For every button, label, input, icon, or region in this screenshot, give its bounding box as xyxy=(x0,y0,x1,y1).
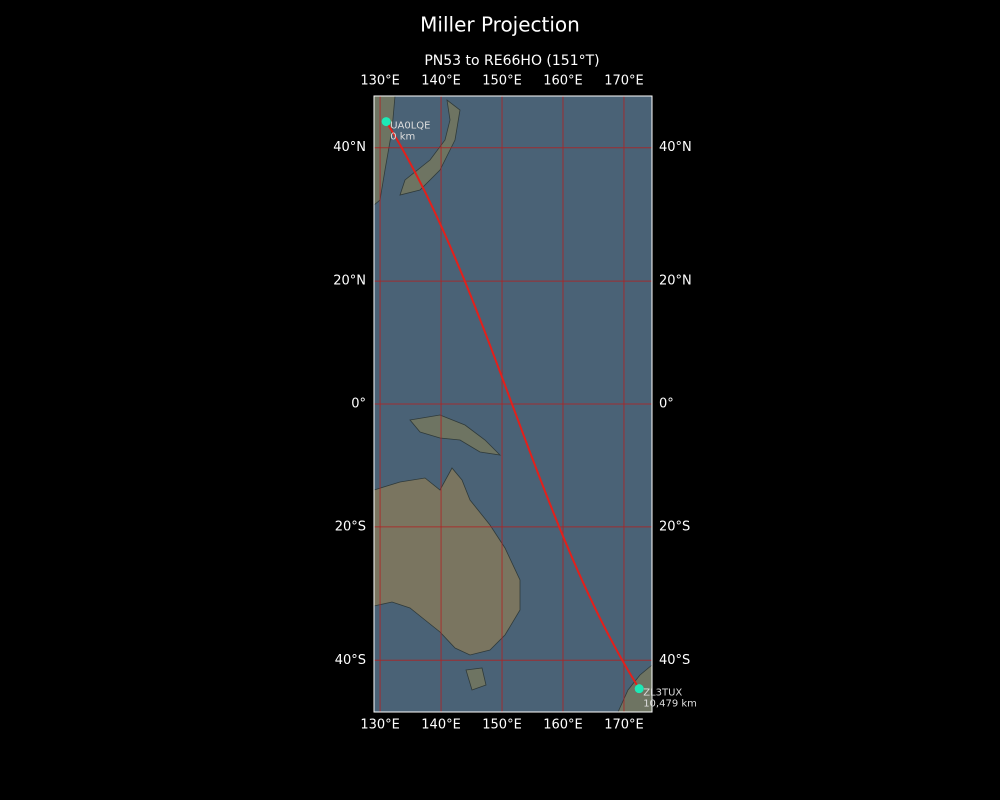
lat-label-right: 20°N xyxy=(659,274,692,289)
lat-label-left: 20°N xyxy=(333,274,366,289)
station-marker xyxy=(634,684,644,694)
tasmania xyxy=(465,667,487,691)
station-distance: 10,479 km xyxy=(643,699,697,710)
land xyxy=(374,96,652,712)
lat-label-left: 40°S xyxy=(335,653,366,668)
station-marker xyxy=(381,117,391,127)
route-layer xyxy=(385,121,641,690)
graticule xyxy=(374,96,652,712)
lat-label-right: 40°N xyxy=(659,140,692,155)
australia xyxy=(374,467,521,656)
station-name: UA0LQE xyxy=(390,121,430,132)
lon-label-top: 170°E xyxy=(604,74,644,89)
lon-label-bottom: 150°E xyxy=(482,718,522,733)
lon-label-bottom: 130°E xyxy=(360,718,400,733)
lat-label-left: 20°S xyxy=(335,519,366,534)
lon-label-top: 160°E xyxy=(543,74,583,89)
lat-label-right: 40°S xyxy=(659,653,690,668)
lat-label-left: 0° xyxy=(351,397,366,412)
new-guinea xyxy=(409,414,502,456)
lat-label-left: 40°N xyxy=(333,140,366,155)
label-layer: 130°E 130°E 140°E 140°E 150°E 150°E 160°E 160°E… xyxy=(333,74,697,733)
lat-label-right: 20°S xyxy=(659,519,690,534)
map-subtitle: PN53 to RE66HO (151°T) xyxy=(424,53,599,69)
lon-label-bottom: 160°E xyxy=(543,718,583,733)
map-frame xyxy=(373,95,653,713)
lon-label-top: 130°E xyxy=(360,74,400,89)
lon-label-top: 150°E xyxy=(482,74,522,89)
lat-label-right: 0° xyxy=(659,397,674,412)
lon-label-top: 140°E xyxy=(421,74,461,89)
station-name: ZL3TUX xyxy=(643,688,682,699)
lon-label-bottom: 170°E xyxy=(604,718,644,733)
map-title: Miller Projection xyxy=(420,13,580,37)
great-circle-route xyxy=(385,121,641,690)
lon-label-bottom: 140°E xyxy=(421,718,461,733)
station-distance: 0 km xyxy=(390,132,415,143)
